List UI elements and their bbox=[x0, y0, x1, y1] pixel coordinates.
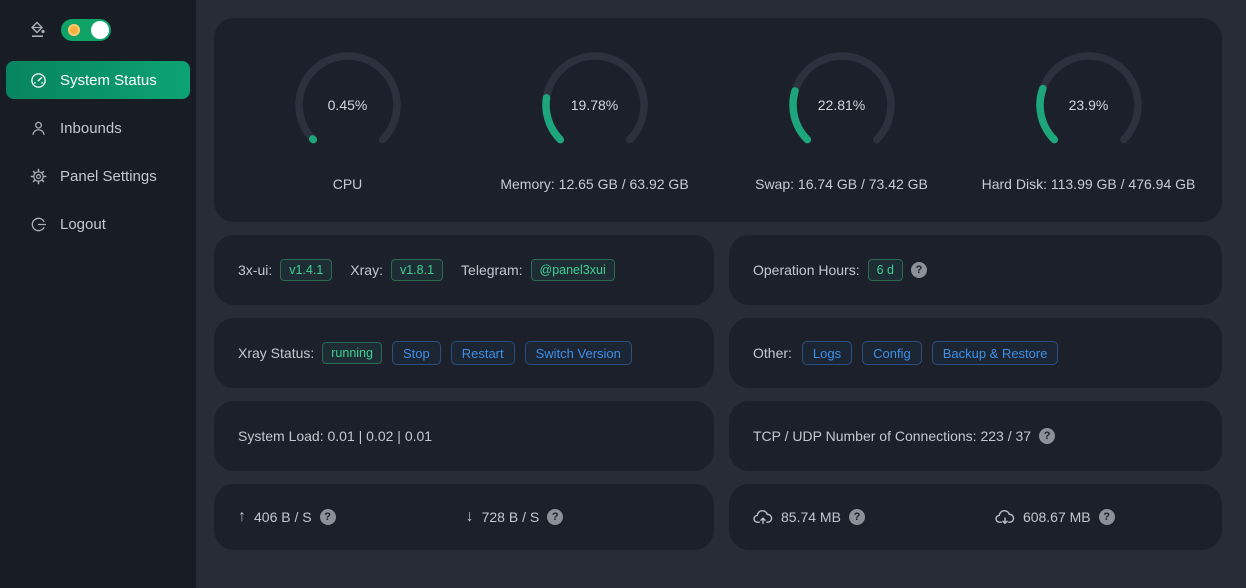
sidebar-menu: System Status Inbounds Pa bbox=[0, 61, 196, 253]
question-circle-icon[interactable]: ? bbox=[319, 509, 336, 525]
gauge-percent: 0.45% bbox=[327, 96, 368, 113]
network-speed-card: ↑ 406 B / S ? ↓ 728 B / S ? bbox=[214, 484, 714, 550]
arrow-up-icon: ↑ bbox=[238, 508, 246, 525]
xray-version-tag: v1.8.1 bbox=[390, 259, 444, 281]
stop-button[interactable]: Stop bbox=[391, 341, 441, 365]
gauge-label: Swap: 16.74 GB / 73.42 GB bbox=[755, 175, 928, 192]
upload-speed-group: ↑ 406 B / S ? bbox=[238, 508, 336, 526]
sidebar-item-logout[interactable]: Logout bbox=[6, 205, 190, 243]
theme-toggle[interactable] bbox=[61, 19, 111, 41]
xui-version-tag: v1.4.1 bbox=[280, 259, 333, 281]
sidebar-item-label: Panel Settings bbox=[60, 167, 157, 185]
gauge-cpu: 0.45% CPU bbox=[224, 49, 471, 192]
logout-icon bbox=[30, 216, 47, 233]
received-traffic-group: 608.67 MB ? bbox=[995, 509, 1115, 525]
versions-card: 3x-ui: v1.4.1 Xray: v1.8.1 Telegram: @pa… bbox=[214, 235, 714, 305]
theme-paint-icon bbox=[28, 21, 46, 39]
uptime-card: Operation Hours: 6 d ? bbox=[729, 235, 1222, 305]
gauge-label: Hard Disk: 113.99 GB / 476.94 GB bbox=[981, 175, 1196, 192]
sidebar-item-system-status[interactable]: System Status bbox=[6, 61, 190, 99]
question-circle-icon[interactable]: ? bbox=[911, 262, 927, 278]
main-content: 0.45% CPU 19.78% Memory: 12.65 GB / 63.9… bbox=[196, 0, 1246, 588]
gauge-percent: 22.81% bbox=[817, 96, 866, 113]
sidebar-item-label: Logout bbox=[60, 215, 106, 233]
other-card: Other: Logs Config Backup & Restore bbox=[729, 318, 1222, 388]
connections-text: TCP / UDP Number of Connections: 223 / 3… bbox=[753, 428, 1032, 444]
gauge-hard-disk: 23.9% Hard Disk: 113.99 GB / 476.94 GB bbox=[965, 49, 1212, 192]
sidebar-item-panel-settings[interactable]: Panel Settings bbox=[6, 157, 190, 195]
sun-icon bbox=[68, 24, 80, 36]
xray-status-label: Xray Status: bbox=[238, 345, 315, 361]
sent-traffic-value: 85.74 MB bbox=[781, 509, 841, 525]
received-traffic-value: 608.67 MB bbox=[1022, 509, 1091, 525]
gear-icon bbox=[30, 168, 47, 185]
telegram-tag[interactable]: @panel3xui bbox=[530, 259, 615, 281]
xray-status-badge: running bbox=[322, 342, 382, 364]
switch-version-button[interactable]: Switch Version bbox=[524, 341, 632, 365]
system-load-card: System Load: 0.01 | 0.02 | 0.01 bbox=[214, 401, 714, 471]
xray-status-card: Xray Status: running Stop Restart Switch… bbox=[214, 318, 714, 388]
other-label: Other: bbox=[753, 345, 792, 361]
arrow-down-icon: ↓ bbox=[465, 508, 474, 525]
logs-button[interactable]: Logs bbox=[801, 341, 853, 365]
gauge-percent: 23.9% bbox=[1068, 96, 1109, 113]
gauge-percent: 19.78% bbox=[570, 96, 619, 113]
gauge-memory: 19.78% Memory: 12.65 GB / 63.92 GB bbox=[471, 49, 718, 192]
xui-version-label: 3x-ui: bbox=[238, 262, 273, 278]
toggle-knob bbox=[91, 21, 109, 39]
restart-button[interactable]: Restart bbox=[450, 341, 515, 365]
cloud-upload-icon bbox=[753, 509, 773, 525]
question-circle-icon[interactable]: ? bbox=[1039, 428, 1056, 444]
question-circle-icon[interactable]: ? bbox=[1098, 509, 1115, 525]
xray-version-label: Xray: bbox=[350, 262, 383, 278]
config-button[interactable]: Config bbox=[862, 341, 922, 365]
system-load-text: System Load: 0.01 | 0.02 | 0.01 bbox=[238, 428, 433, 444]
sidebar-item-label: Inbounds bbox=[60, 119, 122, 137]
theme-row bbox=[28, 16, 196, 44]
gauge-swap: 22.81% Swap: 16.74 GB / 73.42 GB bbox=[718, 49, 965, 192]
uptime-value-tag: 6 d bbox=[867, 259, 903, 281]
sidebar-item-inbounds[interactable]: Inbounds bbox=[6, 109, 190, 147]
download-speed-group: ↓ 728 B / S ? bbox=[466, 508, 564, 526]
question-circle-icon[interactable]: ? bbox=[547, 509, 564, 525]
sidebar: System Status Inbounds Pa bbox=[0, 0, 196, 588]
gauge-label: Memory: 12.65 GB / 63.92 GB bbox=[500, 175, 689, 192]
uptime-label: Operation Hours: bbox=[753, 262, 860, 278]
traffic-total-card: 85.74 MB ? 608.67 MB ? bbox=[729, 484, 1222, 550]
cloud-download-icon bbox=[995, 509, 1015, 525]
upload-speed-value: 406 B / S bbox=[254, 509, 312, 525]
connections-card: TCP / UDP Number of Connections: 223 / 3… bbox=[729, 401, 1222, 471]
user-icon bbox=[30, 120, 47, 137]
dashboard-icon bbox=[30, 72, 47, 89]
gauge-label: CPU bbox=[332, 175, 363, 192]
sent-traffic-group: 85.74 MB ? bbox=[753, 509, 865, 525]
backup-restore-button[interactable]: Backup & Restore bbox=[931, 341, 1059, 365]
question-circle-icon[interactable]: ? bbox=[848, 509, 865, 525]
sidebar-item-label: System Status bbox=[60, 71, 157, 89]
telegram-label: Telegram: bbox=[461, 262, 523, 278]
gauges-card: 0.45% CPU 19.78% Memory: 12.65 GB / 63.9… bbox=[214, 18, 1222, 222]
download-speed-value: 728 B / S bbox=[481, 509, 540, 525]
